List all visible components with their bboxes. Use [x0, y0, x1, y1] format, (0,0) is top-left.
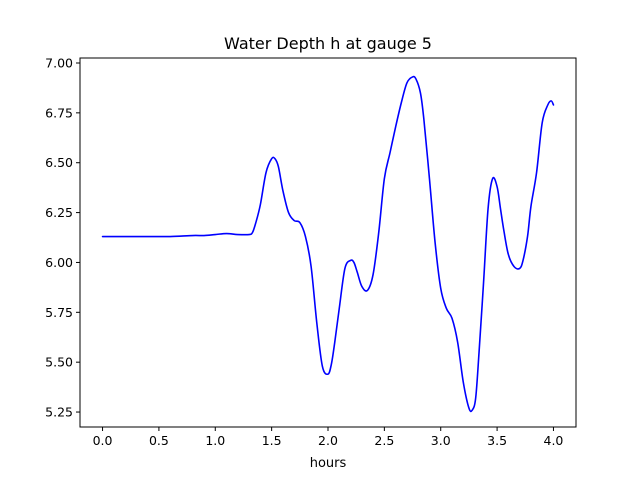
- x-tick-label: 0.5: [149, 433, 169, 448]
- x-tick-label: 1.5: [262, 433, 282, 448]
- x-tick-label: 2.5: [374, 433, 394, 448]
- x-tick-label: 2.0: [318, 433, 338, 448]
- series-layer: [101, 75, 555, 413]
- series-line-0: [101, 75, 555, 413]
- x-tick-label: 4.0: [544, 433, 564, 448]
- y-tick-label: 7.00: [45, 55, 73, 70]
- x-axis: 0.0 0.5 1.0 1.5 2.0 2.5 3.0 3.5 4.0: [93, 427, 564, 448]
- y-tick-label: 6.00: [45, 255, 73, 270]
- y-tick-label: 5.75: [45, 305, 73, 320]
- y-tick-label: 6.50: [45, 155, 73, 170]
- x-tick-label: 3.0: [431, 433, 451, 448]
- x-tick-label: 0.0: [93, 433, 113, 448]
- y-tick-label: 6.25: [45, 205, 73, 220]
- chart-title: Water Depth h at gauge 5: [224, 34, 432, 53]
- x-axis-label: hours: [310, 456, 347, 471]
- y-tick-label: 6.75: [45, 105, 73, 120]
- y-tick-label: 5.50: [45, 355, 73, 370]
- x-tick-label: 1.0: [205, 433, 225, 448]
- y-axis: 5.25 5.50 5.75 6.00 6.25 6.50 6.75 7.00: [45, 55, 80, 420]
- x-tick-label: 3.5: [487, 433, 507, 448]
- y-tick-label: 5.25: [45, 405, 73, 420]
